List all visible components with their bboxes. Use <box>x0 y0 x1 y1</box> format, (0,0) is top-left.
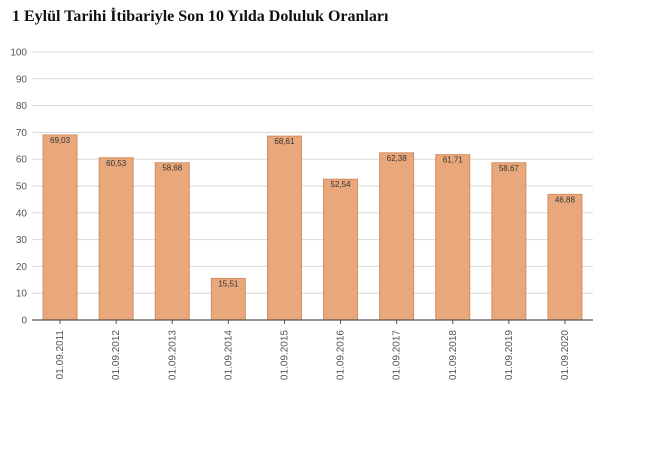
bar-data-label: 58,67 <box>499 164 520 173</box>
bar-data-label: 58,68 <box>162 164 183 173</box>
bar <box>435 154 471 321</box>
y-tick-label: 30 <box>16 235 28 246</box>
bar-data-label: 61,71 <box>443 156 464 165</box>
x-tick-label: 01.09.2012 <box>111 330 122 380</box>
y-tick-label: 100 <box>10 48 27 59</box>
bar-data-label: 68,61 <box>274 137 295 146</box>
x-tick-label: 01.09.2020 <box>560 330 571 380</box>
x-tick-label: 01.09.2014 <box>223 330 234 380</box>
bar-data-label: 15,51 <box>218 279 239 288</box>
y-tick-label: 50 <box>16 182 28 193</box>
y-tick-label: 90 <box>16 74 28 85</box>
y-tick-label: 60 <box>16 155 28 166</box>
x-tick-label: 01.09.2017 <box>392 330 403 380</box>
bar <box>154 162 190 321</box>
y-tick-label: 0 <box>21 316 27 327</box>
chart-title: 1 Eylül Tarihi İtibariyle Son 10 Yılda D… <box>12 8 389 25</box>
bar <box>210 277 246 321</box>
bar-data-label: 46,88 <box>555 195 576 204</box>
y-tick-label: 10 <box>16 289 28 300</box>
bar-data-label: 52,54 <box>331 180 352 189</box>
x-tick-label: 01.09.2015 <box>279 330 290 380</box>
x-tick-label: 01.09.2018 <box>448 330 459 380</box>
x-tick-label: 01.09.2011 <box>55 330 66 380</box>
y-tick-label: 20 <box>16 262 28 273</box>
bar <box>42 134 78 321</box>
x-tick-label: 01.09.2019 <box>504 330 515 380</box>
bar <box>266 135 302 321</box>
bar <box>379 152 415 321</box>
bar-data-label: 62,38 <box>387 154 408 163</box>
y-tick-label: 40 <box>16 208 28 219</box>
bar <box>98 157 134 321</box>
bar-data-label: 69,03 <box>50 136 71 145</box>
bar <box>491 162 527 321</box>
y-tick-label: 80 <box>16 101 28 112</box>
x-tick-label: 01.09.2013 <box>167 330 178 380</box>
bar <box>323 178 359 321</box>
x-tick-label: 01.09.2016 <box>336 330 347 380</box>
bar-data-label: 60,53 <box>106 159 127 168</box>
bar <box>547 193 583 321</box>
y-tick-label: 70 <box>16 128 28 139</box>
